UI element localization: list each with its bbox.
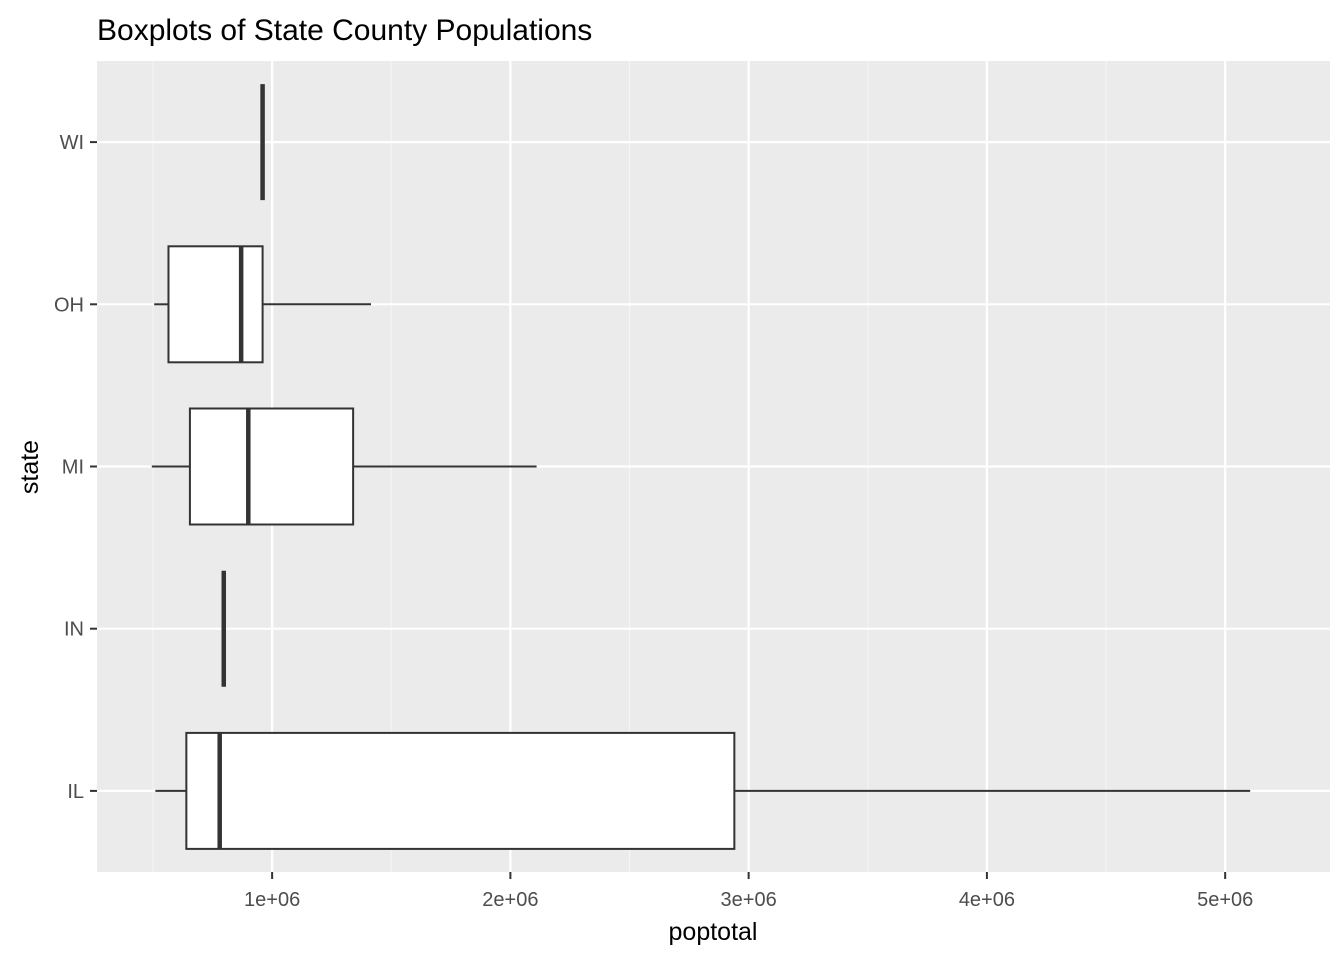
y-tick-label: OH [54,294,84,316]
x-tick-label: 5e+06 [1197,889,1253,911]
y-tick-label: WI [60,132,84,154]
chart-title: Boxplots of State County Populations [97,14,592,47]
box-oh [154,245,371,364]
box-iqr [185,731,736,850]
y-tick-label: IN [64,619,84,641]
y-tick-label: MI [62,457,84,479]
x-tick-label: 4e+06 [959,889,1015,911]
box-iqr [167,245,264,364]
box-iqr [188,407,355,526]
x-tick-label: 2e+06 [482,889,538,911]
y-tick-label: IL [67,781,84,803]
x-axis: 1e+06 2e+06 3e+06 4e+06 5e+06 [244,872,1253,911]
y-axis: IL IN MI OH WI [54,132,97,803]
x-tick-label: 3e+06 [721,889,777,911]
x-axis-title: poptotal [669,918,758,946]
boxplot-series [151,84,1251,850]
box-mi [151,407,537,526]
box-il [155,731,1251,850]
x-tick-label: 1e+06 [244,889,300,911]
y-axis-title: state [16,440,44,494]
